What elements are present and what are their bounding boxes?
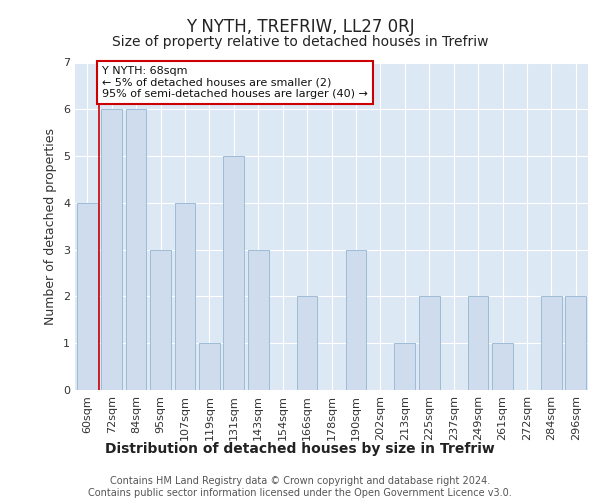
Bar (199, 343, 220, 390)
Text: Y NYTH, TREFRIW, LL27 0RJ: Y NYTH, TREFRIW, LL27 0RJ (185, 18, 415, 36)
Bar (346, 250, 367, 390)
Text: Contains HM Land Registry data © Crown copyright and database right 2024.
Contai: Contains HM Land Registry data © Crown c… (88, 476, 512, 498)
Bar (175, 203, 196, 390)
Text: Size of property relative to detached houses in Trefriw: Size of property relative to detached ho… (112, 35, 488, 49)
Bar (150, 250, 171, 390)
Bar (248, 250, 269, 390)
Bar (125, 110, 146, 390)
Bar (467, 296, 488, 390)
Bar (296, 296, 317, 390)
Bar (394, 343, 415, 390)
Bar (565, 296, 586, 390)
Text: Distribution of detached houses by size in Trefriw: Distribution of detached houses by size … (105, 442, 495, 456)
Bar (541, 296, 562, 390)
Bar (492, 343, 513, 390)
Bar (419, 296, 440, 390)
Bar (101, 110, 122, 390)
Bar (223, 156, 244, 390)
Bar (77, 203, 98, 390)
Text: Y NYTH: 68sqm
← 5% of detached houses are smaller (2)
95% of semi-detached house: Y NYTH: 68sqm ← 5% of detached houses ar… (103, 66, 368, 100)
Y-axis label: Number of detached properties: Number of detached properties (44, 128, 58, 325)
